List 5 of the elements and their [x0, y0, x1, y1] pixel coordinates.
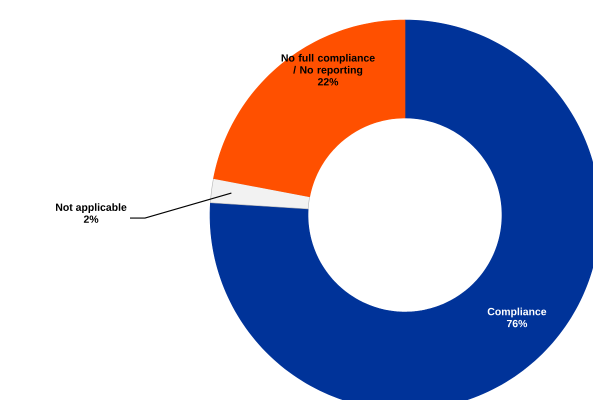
data-label: 2% — [84, 216, 98, 223]
slice-label: Compliance — [488, 308, 546, 318]
slice-label: Not applicable — [56, 203, 126, 214]
data-label: 76% — [506, 320, 528, 328]
data-label: 22% — [318, 78, 338, 86]
